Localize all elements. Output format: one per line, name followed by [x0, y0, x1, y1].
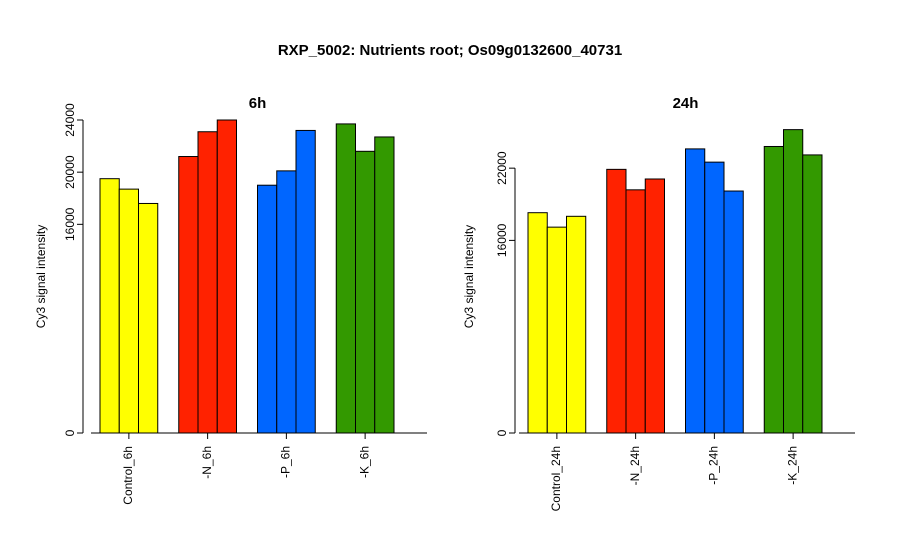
bar-k24h-3 — [802, 154, 823, 434]
bar-p24h-2 — [704, 161, 725, 434]
x-category-label: -P_6h — [279, 446, 293, 478]
y-tick-label: 22000 — [495, 151, 509, 185]
y-tick-label: 0 — [495, 429, 509, 436]
bar-p6h-2 — [276, 170, 297, 434]
bar-n24h-3 — [644, 178, 665, 434]
y-tick-label: 20000 — [63, 155, 77, 189]
bar-p24h-3 — [723, 190, 744, 434]
y-axis-label: Cy3 signal intensity — [34, 225, 48, 328]
y-axis-label: Cy3 signal intensity — [462, 225, 476, 328]
bar-n6h-2 — [197, 131, 218, 434]
panel-title: 24h — [673, 95, 699, 112]
bar-k24h-1 — [763, 145, 784, 434]
y-tick-label: 16000 — [495, 223, 509, 257]
y-tick-label: 16000 — [63, 207, 77, 241]
x-category-label: -K_24h — [785, 446, 799, 485]
x-category-label: -N_24h — [628, 446, 642, 485]
bar-n6h-1 — [178, 156, 199, 434]
bar-n24h-1 — [606, 168, 627, 434]
bar-n6h-3 — [216, 119, 237, 434]
bar-control24h-2 — [546, 226, 567, 434]
bar-control6h-1 — [99, 178, 120, 434]
panel-title: 6h — [249, 95, 267, 112]
x-category-label: -N_6h — [200, 446, 214, 479]
x-category-label: -K_6h — [357, 446, 371, 478]
bar-k6h-2 — [355, 150, 376, 434]
bar-k24h-2 — [783, 129, 804, 434]
bar-n24h-2 — [625, 189, 646, 434]
bar-p24h-1 — [685, 148, 706, 434]
bar-k6h-1 — [335, 123, 356, 434]
x-category-label: Control_6h — [121, 446, 135, 505]
x-category-label: Control_24h — [549, 446, 563, 511]
bar-p6h-1 — [257, 184, 278, 434]
bar-control6h-3 — [138, 202, 159, 434]
bar-control24h-1 — [527, 212, 548, 434]
panel-24h: 24h Cy3 signal intensity 0 16000 22000 Contro… — [462, 95, 855, 511]
bar-k6h-3 — [374, 136, 395, 434]
bar-control6h-2 — [118, 188, 139, 434]
main-title: RXP_5002: Nutrients root; Os09g0132600_4… — [278, 42, 622, 59]
y-tick-label: 0 — [63, 429, 77, 436]
bar-p6h-3 — [295, 129, 316, 434]
y-tick-label: 24000 — [63, 103, 77, 137]
bar-control24h-3 — [566, 215, 587, 434]
panel-6h: 6h Cy3 signal intensity 0 16000 20000 24000 Co… — [34, 95, 427, 505]
x-category-label: -P_24h — [707, 446, 721, 485]
